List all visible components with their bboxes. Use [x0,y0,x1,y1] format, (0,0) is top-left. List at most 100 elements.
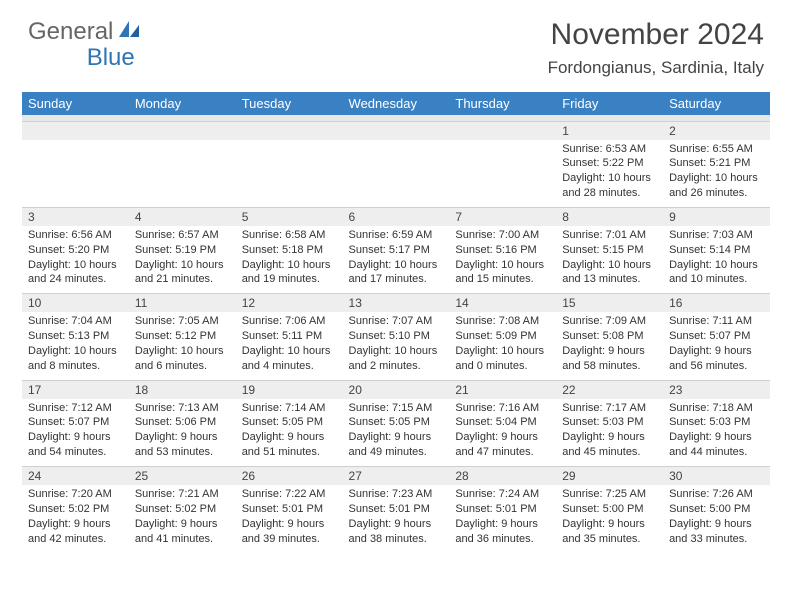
sunset-text: Sunset: 5:19 PM [135,243,230,258]
sunrise-text: Sunrise: 7:17 AM [562,401,657,416]
day-number: 24 [22,467,129,486]
day-number: 21 [449,380,556,399]
day-number-row: 24252627282930 [22,467,770,486]
day-cell: Sunrise: 7:09 AMSunset: 5:08 PMDaylight:… [556,312,663,380]
day-content-row: Sunrise: 7:04 AMSunset: 5:13 PMDaylight:… [22,312,770,380]
sunrise-text: Sunrise: 6:53 AM [562,142,657,157]
day-number: 27 [343,467,450,486]
sunrise-text: Sunrise: 7:09 AM [562,314,657,329]
daylight-text: Daylight: 9 hours and 39 minutes. [242,517,337,547]
day-cell: Sunrise: 6:59 AMSunset: 5:17 PMDaylight:… [343,226,450,294]
sunset-text: Sunset: 5:01 PM [242,502,337,517]
sunrise-text: Sunrise: 7:21 AM [135,487,230,502]
daylight-text: Daylight: 9 hours and 35 minutes. [562,517,657,547]
daylight-text: Daylight: 10 hours and 19 minutes. [242,258,337,288]
sunrise-text: Sunrise: 6:58 AM [242,228,337,243]
sunrise-text: Sunrise: 7:04 AM [28,314,123,329]
day-cell: Sunrise: 7:20 AMSunset: 5:02 PMDaylight:… [22,485,129,552]
day-cell: Sunrise: 7:22 AMSunset: 5:01 PMDaylight:… [236,485,343,552]
day-number: 16 [663,294,770,313]
day-number: 12 [236,294,343,313]
day-header: Saturday [663,92,770,115]
sunset-text: Sunset: 5:22 PM [562,156,657,171]
sunrise-text: Sunrise: 7:08 AM [455,314,550,329]
brand-text-blue: Blue [87,44,135,71]
brand-text-general-overlay: General [28,18,113,45]
day-number: 1 [556,121,663,140]
sunrise-text: Sunrise: 7:14 AM [242,401,337,416]
day-cell: Sunrise: 6:53 AMSunset: 5:22 PMDaylight:… [556,140,663,208]
day-cell: Sunrise: 7:25 AMSunset: 5:00 PMDaylight:… [556,485,663,552]
daylight-text: Daylight: 10 hours and 28 minutes. [562,171,657,201]
day-cell: Sunrise: 7:18 AMSunset: 5:03 PMDaylight:… [663,399,770,467]
sunset-text: Sunset: 5:16 PM [455,243,550,258]
day-header: Friday [556,92,663,115]
day-number: 8 [556,207,663,226]
day-number: 22 [556,380,663,399]
day-cell: Sunrise: 7:17 AMSunset: 5:03 PMDaylight:… [556,399,663,467]
day-content-row: Sunrise: 6:56 AMSunset: 5:20 PM Daylight:… [22,226,770,294]
sunset-text: Sunset: 5:18 PM [242,243,337,258]
sunset-text: Sunset: 5:02 PM [135,502,230,517]
day-cell: Sunrise: 7:21 AMSunset: 5:02 PMDaylight:… [129,485,236,552]
daylight-text: Daylight: 9 hours and 44 minutes. [669,430,764,460]
day-number: 20 [343,380,450,399]
daylight-text: Daylight: 9 hours and 47 minutes. [455,430,550,460]
day-number-row: 3456789 [22,207,770,226]
day-number: 29 [556,467,663,486]
sunset-text: Sunset: 5:00 PM [562,502,657,517]
day-content-row: Sunrise: 7:20 AMSunset: 5:02 PMDaylight:… [22,485,770,552]
sunset-text: Sunset: 5:15 PM [562,243,657,258]
sunset-text: Sunset: 5:06 PM [135,415,230,430]
sunset-text: Sunset: 5:17 PM [349,243,444,258]
day-number: 18 [129,380,236,399]
sunrise-text: Sunrise: 6:59 AM [349,228,444,243]
day-cell: Sunrise: 6:57 AMSunset: 5:19 PMDaylight:… [129,226,236,294]
day-content-row: Sunrise: 7:12 AMSunset: 5:07 PMDaylight:… [22,399,770,467]
location: Fordongianus, Sardinia, Italy [548,58,764,78]
sunrise-text: Sunrise: 6:57 AM [135,228,230,243]
day-number: 25 [129,467,236,486]
daylight-text: Daylight: 9 hours and 56 minutes. [669,344,764,374]
daylight-text: Daylight: 10 hours and 15 minutes. [455,258,550,288]
day-header-row: Sunday Monday Tuesday Wednesday Thursday… [22,92,770,115]
sunrise-text: Sunrise: 7:05 AM [135,314,230,329]
day-number: 9 [663,207,770,226]
day-content-row: Sunrise: 6:53 AMSunset: 5:22 PMDaylight:… [22,140,770,208]
day-cell: Sunrise: 6:55 AMSunset: 5:21 PMDaylight:… [663,140,770,208]
sunrise-text: Sunrise: 7:13 AM [135,401,230,416]
sunset-text: Sunset: 5:05 PM [349,415,444,430]
day-cell: Sunrise: 7:14 AMSunset: 5:05 PMDaylight:… [236,399,343,467]
sunrise-text: Sunrise: 7:24 AM [455,487,550,502]
sunrise-text: Sunrise: 6:56 AM [28,228,123,243]
day-cell: Sunrise: 7:16 AMSunset: 5:04 PMDaylight:… [449,399,556,467]
sunrise-text: Sunrise: 7:22 AM [242,487,337,502]
day-cell [22,140,129,208]
calendar-table: Sunday Monday Tuesday Wednesday Thursday… [22,92,770,552]
day-header: Sunday [22,92,129,115]
sunset-text: Sunset: 5:05 PM [242,415,337,430]
day-cell: Sunrise: 6:58 AMSunset: 5:18 PMDaylight:… [236,226,343,294]
sunset-text: Sunset: 5:07 PM [669,329,764,344]
day-header: Wednesday [343,92,450,115]
day-cell: Sunrise: 7:06 AMSunset: 5:11 PMDaylight:… [236,312,343,380]
daylight-text: Daylight: 9 hours and 54 minutes. [28,430,123,460]
day-cell: Sunrise: 7:08 AMSunset: 5:09 PMDaylight:… [449,312,556,380]
daylight-text: Daylight: 10 hours and 4 minutes. [242,344,337,374]
day-cell [236,140,343,208]
sunset-text: Sunset: 5:20 PM [28,243,123,258]
sunrise-text: Sunrise: 7:23 AM [349,487,444,502]
daylight-text: Daylight: 9 hours and 53 minutes. [135,430,230,460]
day-number [22,121,129,140]
daylight-text: Daylight: 9 hours and 41 minutes. [135,517,230,547]
day-number [236,121,343,140]
sunrise-text: Sunrise: 7:18 AM [669,401,764,416]
day-cell: Sunrise: 7:00 AMSunset: 5:16 PMDaylight:… [449,226,556,294]
sunrise-text: Sunrise: 7:06 AM [242,314,337,329]
title-block: November 2024 Fordongianus, Sardinia, It… [548,18,764,78]
daylight-text: Daylight: 9 hours and 42 minutes. [28,517,123,547]
day-cell: Sunrise: 7:15 AMSunset: 5:05 PMDaylight:… [343,399,450,467]
day-number: 26 [236,467,343,486]
sunset-text: Sunset: 5:12 PM [135,329,230,344]
daylight-text: Daylight: 9 hours and 58 minutes. [562,344,657,374]
